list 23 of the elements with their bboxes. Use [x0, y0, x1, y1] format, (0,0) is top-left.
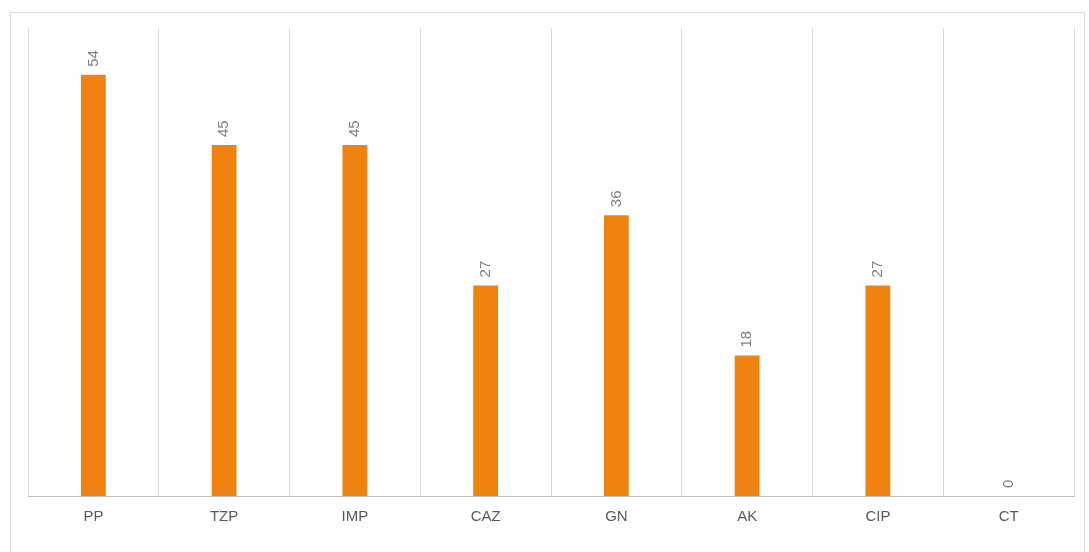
x-tick-label: IMP	[341, 507, 369, 525]
bar	[865, 285, 891, 496]
data-label: 0	[998, 479, 1016, 488]
x-tick-label: CIP	[865, 507, 891, 525]
x-tick-label: CAZ	[470, 507, 501, 525]
x-tick-label: PP	[83, 507, 104, 525]
data-label: 54	[83, 50, 101, 67]
bar	[734, 355, 760, 496]
x-tick-label: TZP	[209, 507, 239, 525]
x-tick-label: AK	[737, 507, 758, 525]
bar	[603, 215, 629, 496]
x-tick-label: CT	[998, 507, 1019, 525]
data-label: 27	[868, 260, 886, 278]
data-label: 18	[737, 330, 755, 348]
bar	[342, 145, 368, 496]
data-label: 36	[606, 190, 624, 208]
data-label: 27	[475, 260, 493, 278]
x-tick-label: GN	[605, 507, 628, 525]
bar	[473, 285, 499, 496]
data-label: 45	[345, 120, 363, 137]
bar	[211, 145, 237, 496]
bar	[80, 74, 106, 496]
data-label: 45	[214, 120, 232, 137]
